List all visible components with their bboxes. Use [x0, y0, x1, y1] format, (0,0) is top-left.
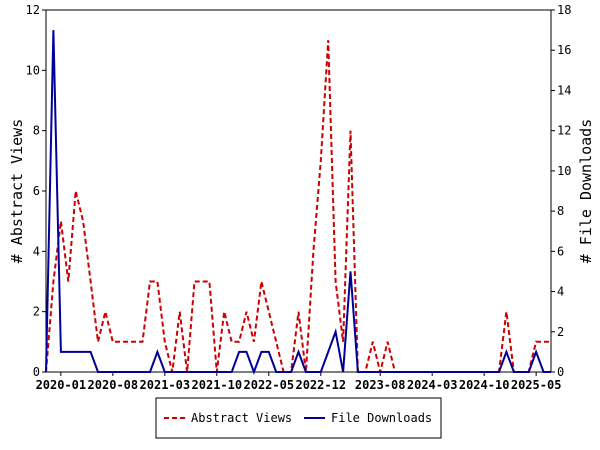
- right-axis-title: # File Downloads: [577, 119, 595, 264]
- left-tick-label: 0: [33, 365, 40, 379]
- left-tick-label: 12: [26, 3, 40, 17]
- left-tick-label: 4: [33, 244, 40, 258]
- x-tick-label: 2023-08: [355, 378, 406, 392]
- x-tick-label: 2022-05: [244, 378, 295, 392]
- legend-label-abstract-views: Abstract Views: [191, 411, 292, 425]
- right-tick-label: 14: [557, 83, 571, 97]
- x-axis: 2020-01 2020-08 2021-03 2021-10 2022-05 2022-…: [36, 372, 562, 392]
- x-tick-label: 2024-03: [407, 378, 458, 392]
- left-axis: 0 2 4 6 8 10 12: [26, 3, 46, 379]
- x-tick-label: 2022-12: [295, 378, 346, 392]
- left-tick-label: 8: [33, 124, 40, 138]
- series-line-abstract-views: [45, 40, 551, 373]
- legend-box: [155, 397, 442, 439]
- left-tick-label: 2: [33, 305, 40, 319]
- series-line-file-downloads: [45, 30, 551, 375]
- x-tick-label: 2025-05: [511, 378, 562, 392]
- legend-label-file-downloads: File Downloads: [331, 411, 432, 425]
- right-tick-label: 8: [557, 204, 564, 218]
- left-axis-title: # Abstract Views: [8, 119, 26, 264]
- right-tick-label: 18: [557, 3, 571, 17]
- right-tick-label: 0: [557, 365, 564, 379]
- right-axis: 0 2 4 6 8 10 12 14 16 18: [551, 3, 571, 379]
- right-tick-label: 16: [557, 43, 571, 57]
- left-tick-label: 6: [33, 184, 40, 198]
- right-tick-label: 12: [557, 124, 571, 138]
- right-tick-label: 4: [557, 285, 564, 299]
- x-tick-label: 2020-01: [36, 378, 87, 392]
- right-tick-label: 2: [557, 325, 564, 339]
- x-tick-label: 2021-10: [192, 378, 243, 392]
- right-tick-label: 10: [557, 164, 571, 178]
- left-tick-label: 10: [26, 63, 40, 77]
- x-tick-label: 2021-03: [140, 378, 191, 392]
- legend: Abstract Views File Downloads: [155, 397, 442, 439]
- x-tick-label: 2020-08: [88, 378, 139, 392]
- x-tick-label: 2024-10: [459, 378, 510, 392]
- series-layer: [45, 30, 551, 375]
- right-tick-label: 6: [557, 244, 564, 258]
